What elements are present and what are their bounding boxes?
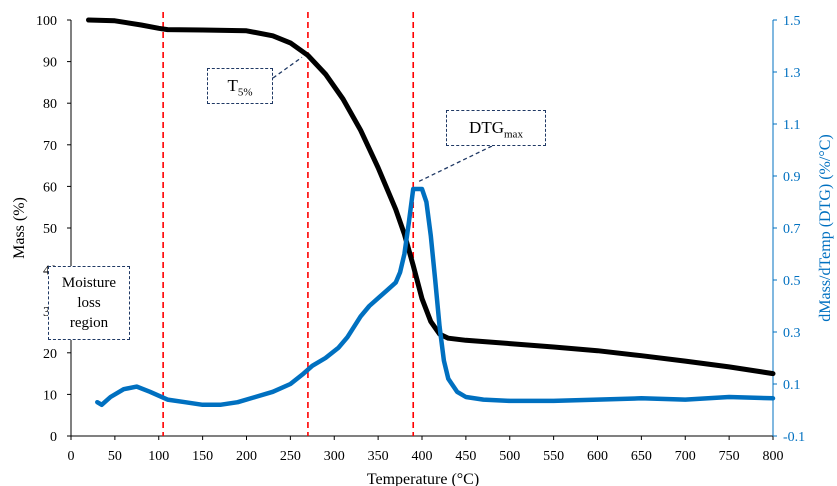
y2-tick-label: 0.9 xyxy=(783,170,801,185)
x-axis-title: Temperature (°C) xyxy=(367,471,479,486)
dtg-curve xyxy=(95,186,776,408)
moisture-loss-callout: Moisture loss region xyxy=(48,266,130,340)
x-tick-label: 550 xyxy=(543,449,564,464)
y2-axis-title: dMass/dTemp (DTG) (%/°C) xyxy=(817,134,834,321)
x-tick-label: 500 xyxy=(499,449,520,464)
axes: 0 50 100 150 200 250 300 350 400 450 500 550 600 650 7… xyxy=(36,14,805,464)
x-tick-label: 250 xyxy=(280,449,301,464)
y2-tick-label: 0.7 xyxy=(783,222,801,237)
x-tick-label: 300 xyxy=(324,449,345,464)
x-tick-label: 700 xyxy=(675,449,696,464)
x-tick-label: 800 xyxy=(763,449,784,464)
y2-tick-label: -0.1 xyxy=(783,430,805,445)
x-tick-label: 50 xyxy=(108,449,122,464)
moisture-line-1: Moisture xyxy=(61,275,117,291)
x-tick-label: 450 xyxy=(455,449,476,464)
y-tick-label: 70 xyxy=(43,139,57,154)
x-tick-label: 650 xyxy=(631,449,652,464)
x-tick-label: 150 xyxy=(192,449,213,464)
y2-tick-label: 0.5 xyxy=(783,274,801,289)
moisture-line-3: region xyxy=(69,315,109,331)
y2-tick-label: 1.3 xyxy=(783,66,801,81)
dtg-leader xyxy=(416,145,493,183)
t5-leader xyxy=(272,56,303,79)
y-tick-label: 0 xyxy=(50,430,57,445)
t5-label: T xyxy=(227,76,238,95)
x-tick-label: 100 xyxy=(148,449,169,464)
callout-leaders xyxy=(272,56,493,183)
reference-lines xyxy=(162,12,415,436)
y-tick-label: 20 xyxy=(43,347,57,362)
y-tick-label: 100 xyxy=(36,14,57,29)
t5-subscript: 5% xyxy=(237,86,253,99)
x-tick-label: 400 xyxy=(412,449,433,464)
x-tick-label: 0 xyxy=(68,449,75,464)
y2-tick-label: 0.3 xyxy=(783,326,801,341)
dtg-subscript: max xyxy=(504,128,523,141)
dtg-label: DTG xyxy=(469,118,504,137)
t5-callout: T5% xyxy=(207,68,273,104)
y2-tick-label: 1.5 xyxy=(783,14,801,29)
y-tick-label: 60 xyxy=(43,180,57,195)
y-tick-label: 80 xyxy=(43,97,57,112)
mass-curve xyxy=(86,17,776,377)
dtg-max-callout: DTGmax xyxy=(446,110,546,146)
x-tick-label: 750 xyxy=(719,449,740,464)
y-tick-label: 10 xyxy=(43,388,57,403)
y-tick-label: 90 xyxy=(43,56,57,71)
x-tick-label: 200 xyxy=(236,449,257,464)
y2-tick-label: 0.1 xyxy=(783,378,801,393)
y-tick-label: 50 xyxy=(43,222,57,237)
x-tick-label: 600 xyxy=(587,449,608,464)
series-lines xyxy=(86,17,776,408)
y2-tick-label: 1.1 xyxy=(783,118,801,133)
y-axis-title: Mass (%) xyxy=(11,197,28,259)
x-tick-label: 350 xyxy=(368,449,389,464)
moisture-line-2: loss xyxy=(77,295,101,311)
